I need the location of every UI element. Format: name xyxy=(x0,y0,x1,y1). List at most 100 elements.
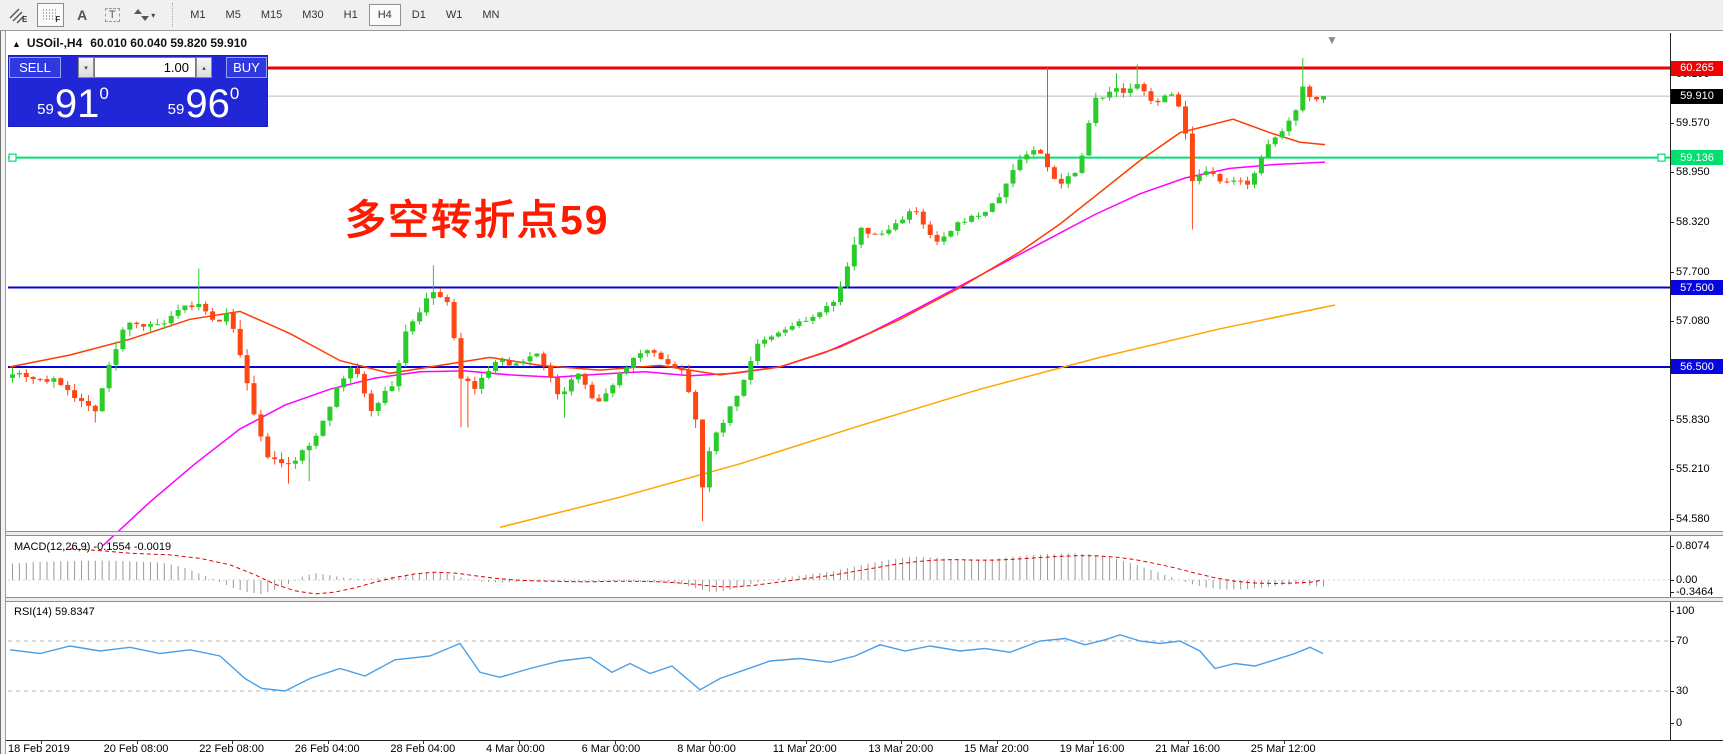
axis-tick-mark xyxy=(1670,519,1674,521)
date-tick-mark xyxy=(997,740,998,744)
timeframe-button-M30[interactable]: M30 xyxy=(302,9,324,21)
date-label: 11 Mar 20:00 xyxy=(772,743,837,755)
price-tick-label: 59.570 xyxy=(1676,117,1710,130)
timeframe-button-D1[interactable]: D1 xyxy=(411,9,426,21)
text-label-tool-button[interactable]: T xyxy=(100,3,124,27)
price-badge-57.500: 57.500 xyxy=(1671,280,1723,296)
buy-price-prefix: 59 xyxy=(167,101,185,118)
sell-price-display[interactable]: 59 91 0 xyxy=(9,83,137,125)
buy-price-display[interactable]: 59 96 0 xyxy=(140,83,267,125)
ma-mid-magenta-layer xyxy=(102,161,1326,547)
macd-indicator-label: MACD(12,26,9) -0.1554 -0.0019 xyxy=(14,541,172,553)
window-left-frame xyxy=(0,31,6,754)
arrow-objects-tool-button[interactable]: ▾ xyxy=(130,3,159,27)
buy-price-sup: 0 xyxy=(229,84,240,103)
price-tick-label: 58.950 xyxy=(1676,166,1710,179)
text-label-icon: T xyxy=(104,8,120,22)
volume-increase-button[interactable]: ▴ xyxy=(196,57,212,78)
text-tool-button[interactable]: A xyxy=(77,7,88,23)
timeframe-button-MN[interactable]: MN xyxy=(482,9,500,21)
date-tick-mark xyxy=(1188,740,1190,744)
date-label: 18 Feb 2019 xyxy=(8,743,70,755)
date-tick-mark xyxy=(710,740,712,744)
date-tick-mark xyxy=(519,740,520,744)
chevron-down-icon: ▾ xyxy=(151,10,156,20)
timeframe-button-H1[interactable]: H1 xyxy=(343,9,358,21)
axis-tick-mark xyxy=(1670,723,1674,724)
axis-tick-mark xyxy=(1670,641,1674,642)
timeframe-button-H4[interactable]: H4 xyxy=(368,4,401,26)
axis-tick-mark xyxy=(1670,320,1674,322)
price-tick-label: 55.210 xyxy=(1676,463,1710,476)
buy-button[interactable]: BUY xyxy=(226,57,267,78)
arrow-objects-icon xyxy=(134,9,150,21)
date-label: 25 Mar 12:00 xyxy=(1250,743,1316,755)
line-handle[interactable] xyxy=(1657,153,1666,162)
fibonacci-retracement-tool-button[interactable]: F xyxy=(37,3,65,27)
date-label: 26 Feb 04:00 xyxy=(294,743,360,755)
chart-title: ▲ USOil-,H4 60.010 60.040 59.820 59.910 xyxy=(12,36,247,50)
equidistant-channel-tool-button[interactable]: E xyxy=(4,3,31,27)
timeframe-button-W1[interactable]: W1 xyxy=(445,9,463,21)
indicator-tick-label: 0.8074 xyxy=(1676,540,1710,552)
toolbar-separator xyxy=(172,3,174,27)
sell-price-big: 91 xyxy=(54,82,100,126)
pane-separator-rsi[interactable] xyxy=(0,597,1723,602)
volume-input[interactable] xyxy=(94,57,196,78)
price-tick-label: 55.830 xyxy=(1676,414,1710,427)
date-label: 20 Feb 08:00 xyxy=(103,743,169,755)
axis-tick-mark xyxy=(1670,546,1674,547)
volume-decrease-button[interactable]: ▾ xyxy=(78,57,94,78)
ma-mid-magenta xyxy=(102,161,1326,547)
pane-separator-macd[interactable] xyxy=(0,531,1723,536)
axis-tick-mark xyxy=(1670,592,1674,593)
tool-sub-label: E xyxy=(22,15,28,24)
equidistant-channel-icon xyxy=(9,8,25,23)
timeframe-button-M1[interactable]: M1 xyxy=(190,9,206,21)
date-tick-mark xyxy=(41,740,42,744)
date-label: 4 Mar 00:00 xyxy=(486,743,545,755)
date-tick-mark xyxy=(423,740,425,744)
price-tick-label: 54.580 xyxy=(1676,513,1710,526)
fibonacci-retracement-icon xyxy=(43,9,58,19)
date-tick-mark xyxy=(232,740,234,744)
axis-tick-mark xyxy=(1670,420,1674,422)
date-label: 28 Feb 04:00 xyxy=(390,743,456,755)
axis-tick-mark xyxy=(1670,222,1674,224)
collapse-arrow-icon[interactable]: ▲ xyxy=(12,39,21,49)
date-tick-mark xyxy=(1283,740,1285,744)
indicator-tick-label: 70 xyxy=(1676,635,1689,647)
axis-tick-mark xyxy=(1670,172,1674,174)
macd-pane-layer xyxy=(8,548,1670,595)
timeframe-button-M5[interactable]: M5 xyxy=(225,9,241,21)
date-tick-mark xyxy=(805,740,807,744)
indicator-tick-label: -0.3464 xyxy=(1676,586,1714,598)
price-tick-label: 58.320 xyxy=(1676,216,1710,229)
indicator-tick-label: 0.00 xyxy=(1676,574,1698,586)
date-label: 22 Feb 08:00 xyxy=(199,743,265,755)
date-label: 8 Mar 00:00 xyxy=(677,743,736,755)
sell-button[interactable]: SELL xyxy=(9,57,61,78)
ohlc-values: 60.010 60.040 59.820 59.910 xyxy=(90,36,248,50)
date-label: 13 Mar 20:00 xyxy=(868,743,934,755)
sell-price-prefix: 59 xyxy=(37,101,54,118)
ma-fast-red xyxy=(9,118,1326,376)
line-handle[interactable] xyxy=(8,153,17,162)
sell-price-sup: 0 xyxy=(99,84,109,103)
date-tick-mark xyxy=(327,740,329,744)
chart-annotation-text[interactable]: 多空转折点59 xyxy=(345,197,610,243)
date-label: 15 Mar 20:00 xyxy=(964,743,1029,755)
price-badge-56.500: 56.500 xyxy=(1671,359,1723,375)
timeframe-button-M15[interactable]: M15 xyxy=(260,9,283,21)
date-tick-mark xyxy=(1092,740,1094,744)
indicator-tick-label: 0 xyxy=(1676,717,1683,729)
date-tick-mark xyxy=(136,740,138,744)
candles-layer xyxy=(10,58,1326,521)
date-label: 19 Mar 16:00 xyxy=(1059,743,1125,755)
axis-lines-layer[interactable] xyxy=(0,33,1723,741)
axis-tick-mark xyxy=(1670,691,1674,692)
price-badge-59.910: 59.910 xyxy=(1671,88,1723,104)
date-label: 6 Mar 00:00 xyxy=(581,743,641,755)
